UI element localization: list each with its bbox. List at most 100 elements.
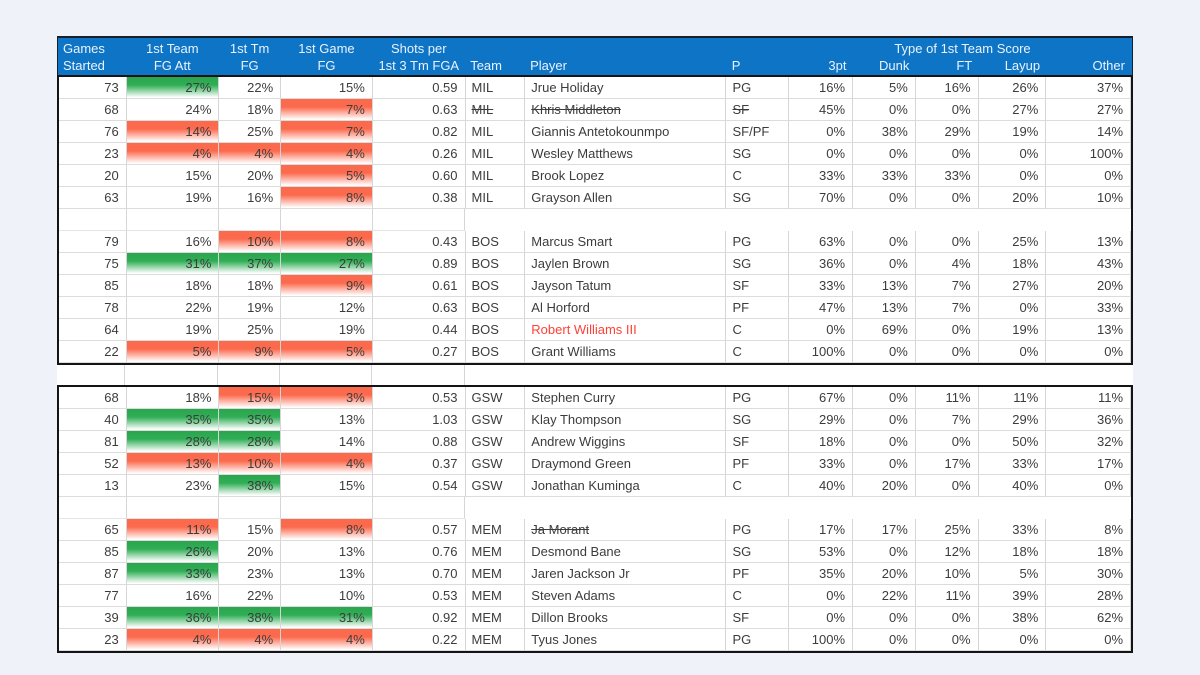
empty-cell[interactable] [853,497,916,519]
cell-layup[interactable]: 40% [978,475,1047,497]
cell-other[interactable]: 0% [1046,475,1132,497]
cell-spf[interactable]: 0.43 [372,231,466,253]
cell-p3[interactable]: 53% [789,541,854,563]
cell-other[interactable]: 11% [1046,387,1132,409]
cell-p3[interactable]: 33% [789,275,854,297]
cell-fg[interactable]: 10% [219,453,282,475]
cell-pos[interactable]: PG [726,387,790,409]
cell-team[interactable]: BOS [465,231,526,253]
cell-fg[interactable]: 35% [219,409,282,431]
cell-spf[interactable]: 0.37 [372,453,466,475]
cell-dunk[interactable]: 0% [853,409,916,431]
cell-layup[interactable]: 26% [978,77,1047,99]
cell-player[interactable]: Robert Williams III [525,319,727,341]
cell-player[interactable]: Stephen Curry [525,387,727,409]
cell-gs[interactable]: 85 [59,275,127,297]
cell-team[interactable]: BOS [465,275,526,297]
cell-dunk[interactable]: 0% [853,143,916,165]
cell-game[interactable]: 5% [281,165,373,187]
cell-layup[interactable]: 39% [978,585,1047,607]
cell-dunk[interactable]: 0% [853,253,916,275]
cell-other[interactable]: 62% [1046,607,1132,629]
cell-spf[interactable]: 0.63 [372,99,466,121]
cell-spf[interactable]: 0.57 [372,519,466,541]
cell-player[interactable]: Andrew Wiggins [525,431,727,453]
cell-spf[interactable]: 1.03 [372,409,466,431]
cell-team[interactable]: MEM [465,563,526,585]
cell-team[interactable]: MEM [465,519,526,541]
cell-dunk[interactable]: 0% [853,99,916,121]
cell-player[interactable]: Jrue Holiday [525,77,727,99]
cell-layup[interactable]: 50% [978,431,1047,453]
cell-ft[interactable]: 0% [915,607,979,629]
cell-p3[interactable]: 0% [789,319,854,341]
cell-other[interactable]: 27% [1046,99,1132,121]
cell-p3[interactable]: 29% [789,409,854,431]
empty-cell[interactable] [727,497,790,519]
cell-ft[interactable]: 11% [915,387,979,409]
cell-other[interactable]: 28% [1046,585,1132,607]
cell-att[interactable]: 16% [126,585,220,607]
cell-dunk[interactable]: 20% [853,475,916,497]
empty-cell[interactable] [125,365,218,385]
cell-game[interactable]: 12% [281,297,373,319]
cell-fg[interactable]: 23% [219,563,282,585]
cell-p3[interactable]: 0% [789,607,854,629]
cell-player[interactable]: Klay Thompson [525,409,727,431]
cell-team[interactable]: MIL [465,187,526,209]
empty-cell[interactable] [525,365,727,385]
cell-att[interactable]: 36% [126,607,220,629]
cell-layup[interactable]: 0% [978,143,1047,165]
cell-layup[interactable]: 19% [978,319,1047,341]
cell-p3[interactable]: 100% [789,341,854,363]
cell-layup[interactable]: 0% [978,629,1047,651]
cell-att[interactable]: 16% [126,231,220,253]
cell-gs[interactable]: 79 [59,231,127,253]
cell-fg[interactable]: 25% [219,319,282,341]
cell-ft[interactable]: 17% [915,453,979,475]
cell-ft[interactable]: 11% [915,585,979,607]
cell-other[interactable]: 14% [1046,121,1132,143]
cell-layup[interactable]: 20% [978,187,1047,209]
cell-game[interactable]: 27% [281,253,373,275]
cell-gs[interactable]: 63 [59,187,127,209]
cell-att[interactable]: 18% [126,275,220,297]
cell-team[interactable]: MIL [465,77,526,99]
cell-game[interactable]: 15% [281,77,373,99]
empty-cell[interactable] [916,497,979,519]
cell-att[interactable]: 14% [126,121,220,143]
cell-game[interactable]: 3% [281,387,373,409]
cell-other[interactable]: 30% [1046,563,1132,585]
empty-cell[interactable] [126,209,220,231]
cell-gs[interactable]: 13 [59,475,127,497]
cell-game[interactable]: 8% [281,519,373,541]
cell-fg[interactable]: 10% [219,231,282,253]
cell-ft[interactable]: 0% [915,319,979,341]
cell-p3[interactable]: 45% [789,99,854,121]
cell-other[interactable]: 13% [1046,319,1132,341]
cell-gs[interactable]: 68 [59,99,127,121]
cell-fg[interactable]: 18% [219,275,282,297]
cell-gs[interactable]: 23 [59,143,127,165]
cell-player[interactable]: Dillon Brooks [525,607,727,629]
cell-player[interactable]: Steven Adams [525,585,727,607]
cell-p3[interactable]: 33% [789,453,854,475]
cell-game[interactable]: 7% [281,99,373,121]
cell-player[interactable]: Jaren Jackson Jr [525,563,727,585]
cell-pos[interactable]: C [726,319,790,341]
cell-pos[interactable]: PG [726,519,790,541]
cell-dunk[interactable]: 22% [853,585,916,607]
cell-gs[interactable]: 65 [59,519,127,541]
cell-pos[interactable]: SG [726,143,790,165]
empty-cell[interactable] [727,209,790,231]
empty-cell[interactable] [218,365,280,385]
cell-spf[interactable]: 0.38 [372,187,466,209]
cell-other[interactable]: 100% [1046,143,1132,165]
cell-ft[interactable]: 12% [915,541,979,563]
cell-att[interactable]: 31% [126,253,220,275]
cell-game[interactable]: 8% [281,187,373,209]
cell-game[interactable]: 13% [281,563,373,585]
cell-player[interactable]: Al Horford [525,297,727,319]
cell-player[interactable]: Giannis Antetokounmpo [525,121,727,143]
cell-fg[interactable]: 16% [219,187,282,209]
